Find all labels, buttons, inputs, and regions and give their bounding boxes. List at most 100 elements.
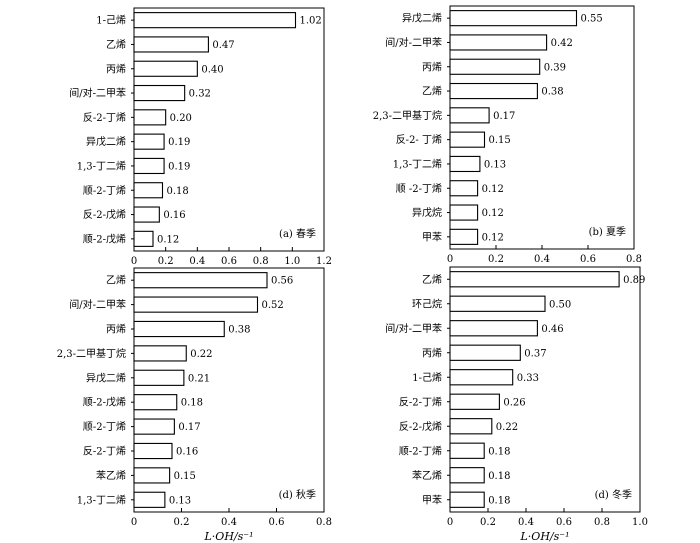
bar xyxy=(449,442,485,459)
category-label: 1,3-丁二烯 xyxy=(393,157,442,170)
panel-label: (d) 冬季 xyxy=(595,488,632,501)
x-tick-label: 0.2 xyxy=(158,256,174,267)
value-label: 0.17 xyxy=(493,111,515,122)
value-label: 0.56 xyxy=(271,276,293,287)
value-label: 0.15 xyxy=(174,471,196,482)
category-label: 反-2-戊烯 xyxy=(399,420,442,433)
bar xyxy=(449,34,548,51)
value-label: 0.16 xyxy=(163,210,185,221)
x-tick-label: 0.6 xyxy=(556,517,572,528)
category-label: 乙烯 xyxy=(106,274,126,287)
bar xyxy=(449,204,479,221)
bar xyxy=(133,418,175,435)
bar xyxy=(449,369,514,386)
bar xyxy=(133,109,167,126)
category-label: 乙烯 xyxy=(422,273,442,286)
bar xyxy=(133,345,187,362)
category-label: 顺 -2-丁烯 xyxy=(396,182,442,195)
x-tick-label: 0 xyxy=(131,256,137,267)
x-tick-label: 0.6 xyxy=(269,517,285,528)
category-label: 反-2-丁烯 xyxy=(83,445,126,458)
value-label: 0.52 xyxy=(262,300,284,311)
bar xyxy=(449,393,500,410)
category-label: 间/对-二甲苯 xyxy=(69,298,126,311)
bar xyxy=(133,491,166,508)
bar xyxy=(133,206,160,223)
value-label: 0.12 xyxy=(482,208,504,219)
x-tick-label: 0 xyxy=(447,517,453,528)
bar xyxy=(133,369,185,386)
bar xyxy=(449,467,485,484)
bar xyxy=(449,155,481,173)
category-label: 2,3-二甲基丁烷 xyxy=(373,109,442,122)
value-label: 0.26 xyxy=(503,397,525,408)
category-label: 乙烯 xyxy=(106,38,126,51)
x-tick-label: 0 xyxy=(447,254,453,265)
category-label: 间/对-二甲苯 xyxy=(69,87,126,100)
x-tick-label: 1.0 xyxy=(284,256,300,267)
x-tick-label: 0.2 xyxy=(174,517,190,528)
bar xyxy=(133,272,268,289)
value-label: 0.18 xyxy=(488,471,510,482)
category-label: 1,3-丁二烯 xyxy=(77,159,126,172)
category-label: 甲苯 xyxy=(422,493,442,506)
x-tick-label: 1.0 xyxy=(632,517,648,528)
x-tick-label: 1.2 xyxy=(316,256,332,267)
value-label: 0.19 xyxy=(168,137,190,148)
category-label: 1-己烯 xyxy=(96,14,126,27)
value-label: 0.38 xyxy=(541,87,563,98)
value-label: 0.37 xyxy=(524,348,546,359)
bar xyxy=(449,131,486,148)
category-label: 反-2-戊烯 xyxy=(83,208,126,221)
value-label: 0.39 xyxy=(544,62,566,73)
bar xyxy=(449,295,546,312)
value-label: 0.12 xyxy=(482,184,504,195)
value-label: 0.21 xyxy=(188,373,210,384)
value-label: 0.20 xyxy=(170,113,192,124)
bar xyxy=(449,271,620,288)
bar xyxy=(449,58,541,75)
value-label: 0.19 xyxy=(168,161,190,172)
value-label: 0.22 xyxy=(496,422,518,433)
value-label: 0.42 xyxy=(551,38,573,49)
category-label: 顺-2-丁烯 xyxy=(83,420,126,433)
category-label: 乙烯 xyxy=(422,85,442,98)
x-tick-label: 0.4 xyxy=(518,517,534,528)
category-label: 异戊二烯 xyxy=(402,12,442,25)
bar xyxy=(133,296,259,313)
x-tick-label: 0.6 xyxy=(221,256,237,267)
value-label: 0.46 xyxy=(541,324,563,335)
value-label: 0.40 xyxy=(201,64,223,75)
bar xyxy=(449,320,538,337)
value-label: 0.55 xyxy=(581,14,603,25)
category-label: 甲苯 xyxy=(422,230,442,243)
bar xyxy=(133,133,165,150)
category-label: 2,3-二甲基丁烷 xyxy=(57,347,126,360)
value-label: 0.16 xyxy=(176,447,198,458)
category-label: 丙烯 xyxy=(106,62,126,75)
value-label: 0.18 xyxy=(167,186,189,197)
bar xyxy=(449,180,479,197)
category-label: 异戊二烯 xyxy=(86,135,126,148)
value-label: 0.17 xyxy=(178,422,200,433)
category-label: 反-2-丁烯 xyxy=(83,111,126,124)
value-label: 0.13 xyxy=(169,495,191,506)
x-tick-label: 0.2 xyxy=(488,254,504,265)
value-label: 0.15 xyxy=(489,135,511,146)
category-label: 顺-2-丁烯 xyxy=(83,184,126,197)
bar xyxy=(133,394,178,411)
x-axis-label: L·OH/s⁻¹ xyxy=(520,530,570,543)
x-tick-label: 0.8 xyxy=(594,517,610,528)
value-label: 1.02 xyxy=(300,16,322,27)
x-tick-label: 0.6 xyxy=(580,254,596,265)
category-label: 1,3-丁二烯 xyxy=(77,493,126,506)
panel-label: (a) 春季 xyxy=(279,228,316,240)
bar xyxy=(449,107,490,124)
value-label: 0.18 xyxy=(488,495,510,506)
x-axis-label: L·OH/s⁻¹ xyxy=(204,530,254,543)
bar xyxy=(133,230,154,247)
x-tick-label: 0.2 xyxy=(480,517,496,528)
plot-frame xyxy=(449,266,641,513)
value-label: 0.18 xyxy=(181,398,203,409)
category-label: 间/对-二甲苯 xyxy=(385,322,442,335)
